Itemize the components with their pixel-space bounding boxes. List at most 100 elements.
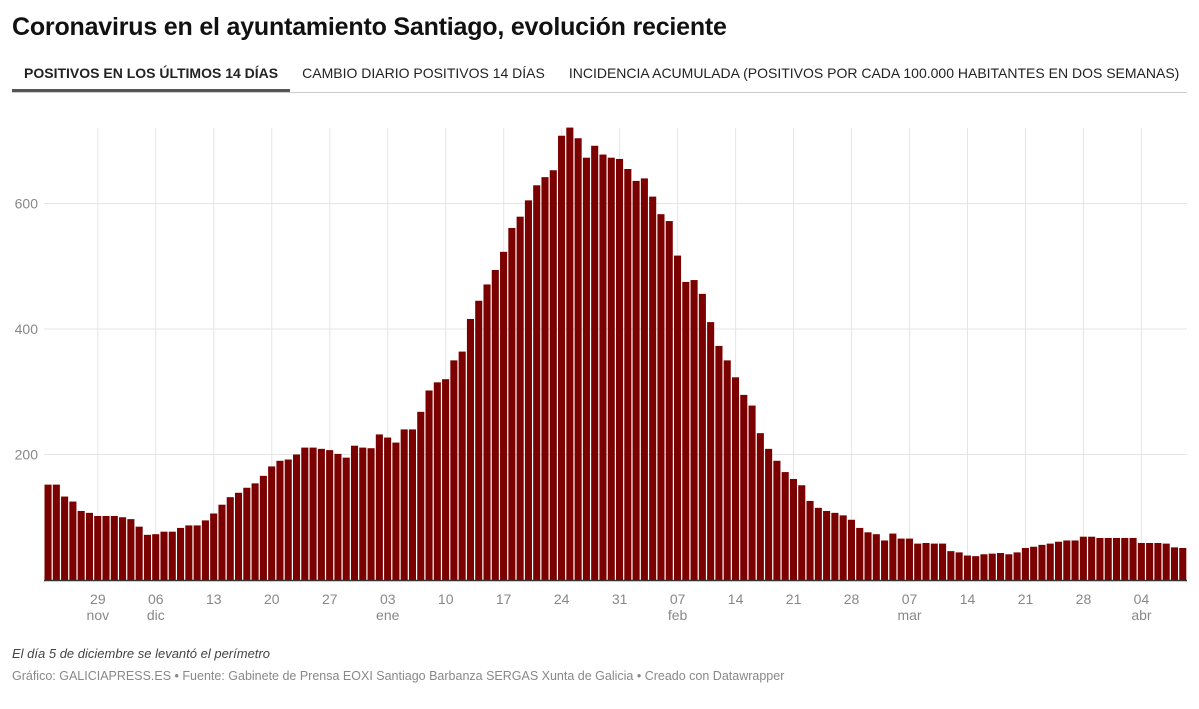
x-tick-label: 04 — [1134, 591, 1150, 607]
bar — [367, 448, 375, 580]
bar — [375, 434, 383, 580]
bar — [698, 293, 706, 580]
bar — [359, 447, 367, 580]
x-tick-label: 21 — [786, 591, 802, 607]
bar — [450, 360, 458, 580]
tab-cambio-diario[interactable]: CAMBIO DIARIO POSITIVOS 14 DÍAS — [302, 65, 545, 81]
bar — [533, 185, 541, 581]
x-tick-month-label: abr — [1131, 607, 1152, 623]
bar — [831, 512, 839, 580]
y-tick-label: 200 — [15, 447, 39, 463]
bar — [85, 512, 93, 580]
bar — [218, 504, 226, 580]
bar — [1179, 547, 1187, 580]
x-tick-month-label: ene — [376, 607, 400, 623]
bar — [723, 360, 731, 580]
bar — [61, 496, 69, 580]
tab-positivos-14-dias[interactable]: POSITIVOS EN LOS ÚLTIMOS 14 DÍAS — [12, 58, 291, 92]
bar — [649, 196, 657, 580]
bar — [475, 300, 483, 580]
bar — [889, 533, 897, 580]
bar — [44, 484, 52, 580]
bar — [839, 515, 847, 580]
x-tick-label: 03 — [380, 591, 396, 607]
x-tick-label: 24 — [554, 591, 570, 607]
bar — [715, 345, 723, 580]
bar — [1030, 546, 1038, 580]
bar — [500, 251, 508, 580]
bar — [292, 454, 301, 580]
bar — [905, 538, 913, 580]
bar — [682, 281, 690, 580]
bar — [326, 450, 334, 580]
bar — [947, 551, 955, 580]
bar — [607, 157, 615, 580]
bar — [301, 447, 309, 580]
x-tick-label: 07 — [670, 591, 686, 607]
bar — [483, 284, 491, 580]
bar — [276, 460, 284, 580]
x-tick-label: 07 — [902, 591, 918, 607]
bar — [806, 500, 814, 580]
gridlines — [44, 128, 1187, 580]
bar — [914, 543, 922, 580]
x-tick-label: 17 — [496, 591, 512, 607]
bar — [77, 510, 85, 580]
bar — [135, 526, 143, 580]
bar — [235, 492, 243, 580]
bar — [616, 158, 624, 580]
x-tick-label: 31 — [612, 591, 628, 607]
bar — [1088, 536, 1096, 580]
bar — [988, 553, 996, 580]
bar — [665, 221, 673, 580]
bar — [102, 515, 110, 580]
bar — [433, 382, 441, 580]
bar — [1154, 542, 1162, 580]
bar — [210, 513, 218, 580]
bar — [317, 448, 325, 580]
y-tick-label: 400 — [15, 321, 39, 337]
bar — [558, 135, 566, 581]
bar — [765, 448, 773, 580]
bar — [864, 532, 872, 580]
bar — [566, 127, 574, 580]
bar — [201, 520, 209, 580]
bar — [284, 459, 292, 580]
bar — [756, 433, 764, 580]
bar — [972, 556, 980, 580]
x-tick-month-label: feb — [668, 607, 688, 623]
bar — [1005, 554, 1013, 580]
bar — [963, 555, 971, 580]
bar — [599, 154, 607, 580]
bar — [881, 540, 889, 580]
bar — [458, 351, 466, 580]
bar — [442, 379, 450, 580]
bar — [1013, 552, 1021, 580]
x-tick-label: 29 — [90, 591, 106, 607]
bar — [897, 538, 905, 580]
bar — [773, 460, 781, 580]
bar — [541, 177, 549, 580]
x-tick-label: 14 — [728, 591, 744, 607]
bar — [632, 180, 640, 580]
bar — [823, 510, 831, 580]
x-tick-label: 28 — [1076, 591, 1092, 607]
bar — [624, 168, 632, 581]
chart-title: Coronavirus en el ayuntamiento Santiago,… — [12, 13, 727, 41]
bar — [193, 525, 201, 580]
bar — [350, 445, 359, 580]
bar — [1112, 537, 1121, 580]
bar — [185, 525, 193, 580]
bar — [342, 457, 350, 580]
bar — [259, 475, 267, 580]
bar — [997, 553, 1005, 580]
bar — [226, 497, 234, 580]
bar — [789, 478, 798, 580]
bar — [657, 214, 665, 581]
bar — [856, 527, 864, 580]
tab-incidencia-acumulada[interactable]: INCIDENCIA ACUMULADA (POSITIVOS POR CADA… — [568, 65, 1180, 81]
bar — [939, 543, 947, 580]
bar — [417, 411, 425, 580]
bar — [1162, 543, 1170, 580]
